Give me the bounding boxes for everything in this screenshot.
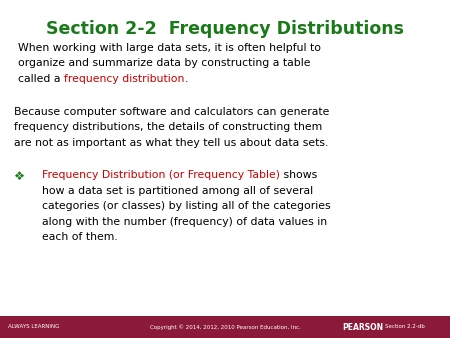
Text: ALWAYS LEARNING: ALWAYS LEARNING xyxy=(8,324,59,330)
Text: each of them.: each of them. xyxy=(42,232,118,242)
FancyBboxPatch shape xyxy=(0,316,450,338)
Text: ❖: ❖ xyxy=(14,170,25,183)
Text: .: . xyxy=(184,74,188,84)
Text: categories (or classes) by listing all of the categories: categories (or classes) by listing all o… xyxy=(42,201,331,211)
Text: Frequency Distribution (or Frequency Table): Frequency Distribution (or Frequency Tab… xyxy=(42,170,280,180)
Text: along with the number (frequency) of data values in: along with the number (frequency) of dat… xyxy=(42,217,327,226)
Text: Section 2.2-db: Section 2.2-db xyxy=(385,324,425,330)
Text: PEARSON: PEARSON xyxy=(342,322,383,332)
Text: organize and summarize data by constructing a table: organize and summarize data by construct… xyxy=(18,58,310,69)
Text: frequency distribution: frequency distribution xyxy=(64,74,184,84)
Text: shows: shows xyxy=(280,170,317,180)
Text: are not as important as what they tell us about data sets.: are not as important as what they tell u… xyxy=(14,138,328,148)
Text: how a data set is partitioned among all of several: how a data set is partitioned among all … xyxy=(42,186,313,196)
Text: Copyright © 2014, 2012, 2010 Pearson Education, Inc.: Copyright © 2014, 2012, 2010 Pearson Edu… xyxy=(149,324,301,330)
Text: Section 2-2  Frequency Distributions: Section 2-2 Frequency Distributions xyxy=(46,20,404,38)
Text: frequency distributions, the details of constructing them: frequency distributions, the details of … xyxy=(14,122,322,132)
Text: called a: called a xyxy=(18,74,64,84)
Text: When working with large data sets, it is often helpful to: When working with large data sets, it is… xyxy=(18,43,321,53)
Text: Because computer software and calculators can generate: Because computer software and calculator… xyxy=(14,106,329,117)
